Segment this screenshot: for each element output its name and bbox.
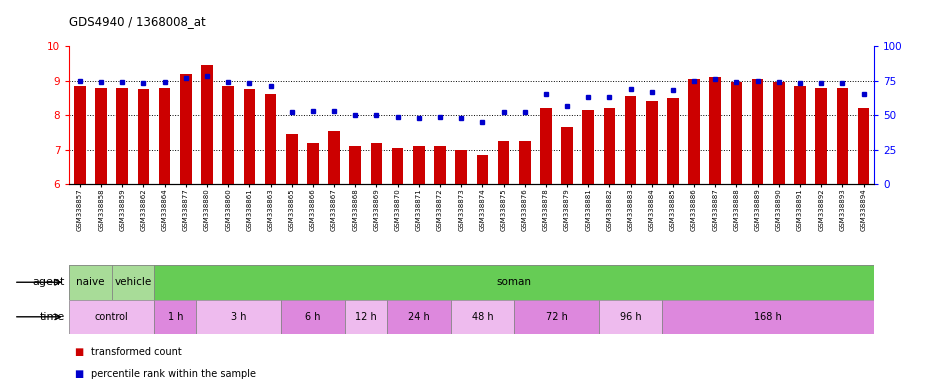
Bar bbox=[667, 98, 679, 184]
Bar bbox=[69, 300, 154, 334]
Bar bbox=[815, 88, 827, 184]
Bar bbox=[604, 108, 615, 184]
Text: 1 h: 1 h bbox=[167, 312, 183, 322]
Bar bbox=[434, 146, 446, 184]
Bar bbox=[455, 150, 467, 184]
Text: agent: agent bbox=[32, 277, 65, 287]
Bar bbox=[265, 94, 277, 184]
Bar bbox=[286, 134, 298, 184]
Bar bbox=[857, 108, 869, 184]
Bar bbox=[598, 300, 662, 334]
Bar bbox=[450, 300, 514, 334]
Bar bbox=[69, 265, 112, 300]
Bar bbox=[117, 88, 129, 184]
Bar bbox=[159, 88, 170, 184]
Bar bbox=[196, 300, 281, 334]
Bar bbox=[222, 86, 234, 184]
Bar bbox=[795, 86, 806, 184]
Bar bbox=[202, 65, 213, 184]
Text: 96 h: 96 h bbox=[620, 312, 641, 322]
Bar bbox=[519, 141, 531, 184]
Bar bbox=[731, 82, 742, 184]
Text: 3 h: 3 h bbox=[231, 312, 247, 322]
Bar bbox=[413, 146, 425, 184]
Bar bbox=[243, 89, 255, 184]
Text: 12 h: 12 h bbox=[355, 312, 376, 322]
Bar bbox=[561, 127, 573, 184]
Bar bbox=[773, 82, 784, 184]
Bar bbox=[688, 79, 700, 184]
Bar bbox=[138, 89, 149, 184]
Bar bbox=[392, 148, 403, 184]
Bar bbox=[583, 110, 594, 184]
Bar bbox=[514, 300, 598, 334]
Text: control: control bbox=[95, 312, 129, 322]
Bar bbox=[836, 88, 848, 184]
Text: soman: soman bbox=[497, 277, 532, 287]
Bar bbox=[646, 101, 658, 184]
Text: 24 h: 24 h bbox=[408, 312, 430, 322]
Bar bbox=[540, 108, 551, 184]
Text: ■: ■ bbox=[74, 369, 83, 379]
Bar bbox=[709, 77, 722, 184]
Bar bbox=[74, 86, 86, 184]
Bar bbox=[350, 146, 361, 184]
Text: 168 h: 168 h bbox=[755, 312, 783, 322]
Bar bbox=[752, 79, 763, 184]
Text: 6 h: 6 h bbox=[305, 312, 321, 322]
Text: 72 h: 72 h bbox=[546, 312, 567, 322]
Bar bbox=[476, 155, 488, 184]
Bar bbox=[281, 300, 345, 334]
Bar bbox=[180, 74, 191, 184]
Bar bbox=[345, 300, 387, 334]
Text: transformed count: transformed count bbox=[91, 346, 181, 357]
Bar bbox=[112, 265, 154, 300]
Text: percentile rank within the sample: percentile rank within the sample bbox=[91, 369, 255, 379]
Text: GDS4940 / 1368008_at: GDS4940 / 1368008_at bbox=[69, 15, 206, 28]
Text: time: time bbox=[40, 312, 65, 322]
Text: ■: ■ bbox=[74, 346, 83, 357]
Bar bbox=[154, 265, 874, 300]
Bar bbox=[624, 96, 636, 184]
Text: naive: naive bbox=[76, 277, 105, 287]
Bar bbox=[498, 141, 510, 184]
Bar bbox=[95, 88, 107, 184]
Bar bbox=[662, 300, 874, 334]
Bar bbox=[387, 300, 450, 334]
Bar bbox=[371, 143, 382, 184]
Bar bbox=[328, 131, 339, 184]
Text: 48 h: 48 h bbox=[472, 312, 493, 322]
Bar bbox=[154, 300, 196, 334]
Text: vehicle: vehicle bbox=[115, 277, 152, 287]
Bar bbox=[307, 143, 319, 184]
